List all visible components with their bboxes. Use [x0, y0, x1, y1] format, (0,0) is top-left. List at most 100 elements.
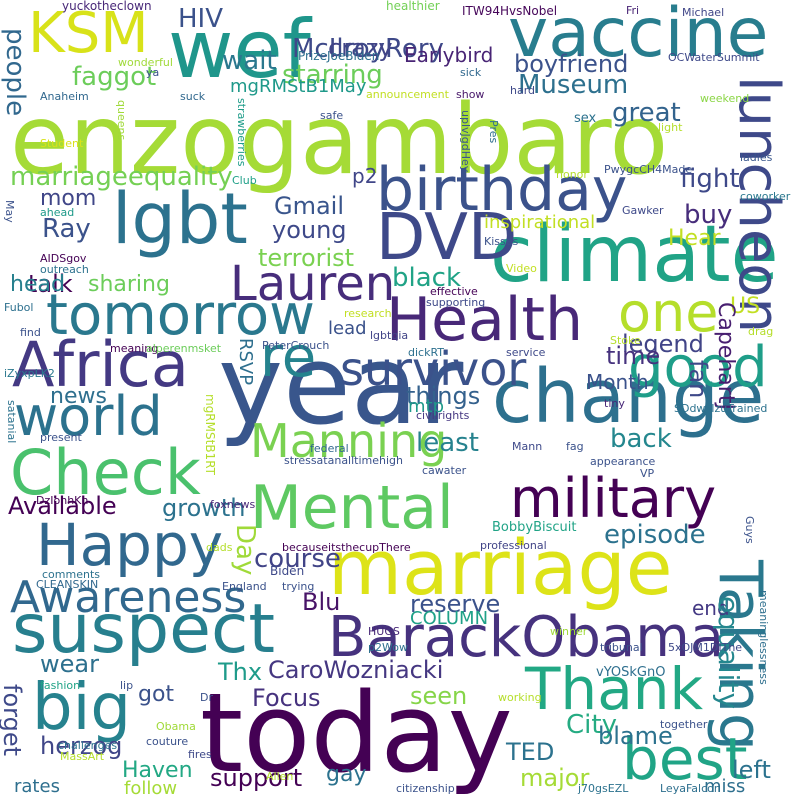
word-buy: buy: [684, 200, 733, 230]
word-may: May: [3, 200, 16, 223]
word-awareness: Awareness: [10, 572, 247, 623]
word-follow: follow: [124, 778, 178, 799]
word-africa: Africa: [12, 328, 189, 401]
word-one: one: [618, 281, 719, 344]
word-big: big: [32, 671, 132, 745]
word-izyxplk2: iZyxpLK2: [4, 367, 55, 380]
word-cleanskin: CLEANSKIN: [36, 578, 99, 591]
word-terrorist: terrorist: [258, 244, 355, 272]
word-guys: Guys: [743, 516, 756, 544]
word-kisses: Kisses: [484, 235, 519, 248]
word-effective: effective: [430, 285, 478, 298]
word-outreach: outreach: [40, 263, 89, 276]
word-military: military: [510, 467, 717, 530]
word-find: find: [20, 326, 41, 339]
word-together: together: [660, 718, 708, 731]
word-obama: Obama: [156, 720, 196, 733]
word-best: best: [622, 725, 748, 793]
word-stoke: Stoke: [610, 334, 641, 347]
word-couture: couture: [146, 735, 189, 748]
word-england: England: [222, 580, 267, 593]
word-wear: wear: [40, 650, 99, 678]
word-fubol: Fubol: [4, 301, 34, 314]
word-becauseitsthecupthere: becauseitsthecupThere: [282, 541, 411, 554]
word-wef: wef: [168, 3, 311, 96]
word-support: support: [210, 764, 303, 792]
word-year: year: [218, 321, 464, 449]
word-talk: talk: [28, 270, 73, 298]
word-faggot: faggot: [72, 62, 157, 92]
word-dr: Dr: [200, 691, 213, 704]
word-drag: drag: [748, 325, 774, 338]
word-time: time: [606, 342, 661, 370]
word-hugs: HUGS: [368, 625, 400, 638]
word-meaninglessness: meaninglessness: [757, 590, 770, 685]
word-federal: federal: [310, 442, 349, 455]
word-herzog: herzog: [40, 732, 123, 760]
word-strawberries: strawberries: [235, 98, 248, 167]
word-p2wow: p2Wow: [368, 641, 408, 654]
word-taking: Taking: [705, 560, 775, 752]
word-cawater: cawater: [422, 464, 467, 477]
word-month: Month: [586, 370, 649, 394]
word-trying: trying: [282, 580, 315, 593]
word-appearance: appearance: [590, 455, 656, 468]
word-suck: suck: [180, 90, 206, 103]
word-research: research: [344, 307, 392, 320]
word-crazy: crazy: [328, 34, 393, 62]
word-fri: Fri: [626, 4, 640, 17]
word-marriage: marriage: [328, 523, 673, 612]
word-coworker: coworker: [740, 190, 791, 203]
word-supporting: supporting: [426, 296, 486, 309]
word-vaccine: vaccine: [508, 0, 769, 73]
word-news: news: [50, 384, 107, 409]
word-lip: lip: [120, 679, 134, 692]
word-blu: Blu: [302, 588, 341, 616]
word-tribunal: tribunal: [600, 641, 643, 654]
word-mgrmstb1may: mgRMStB1May: [230, 76, 367, 97]
word-city: City: [566, 710, 617, 740]
word-thank: Thank: [525, 655, 704, 723]
word-itw94hvsnobel: ITW94HvsNobel: [462, 4, 558, 18]
word-capehartj: CapehartJ: [713, 302, 738, 410]
word-challenges: challenges: [58, 739, 118, 752]
word-today: today: [200, 669, 513, 797]
word-service: service: [506, 346, 546, 359]
word-earlybird: Earlybird: [404, 43, 494, 67]
word-boyfriend: boyfriend: [514, 50, 629, 78]
word-ocwatersummit: OCWaterSummit: [668, 51, 760, 64]
word-health: Health: [386, 285, 584, 355]
word-lgbtqia: lgbtqia: [370, 329, 409, 342]
word-leyafalcon: LeyaFalcon: [660, 782, 721, 795]
word-carowozniacki: CaroWozniacki: [268, 656, 444, 684]
word-barackobama: BarackObama: [328, 605, 725, 670]
word-pres: Pres: [487, 120, 500, 144]
word-working: working: [498, 691, 542, 704]
word-honor: honor: [556, 168, 588, 181]
word-bobbybiscuit: BobbyBiscuit: [492, 520, 577, 535]
word-things: things: [406, 382, 481, 410]
word-healthier: healthier: [386, 0, 440, 13]
word-civilrights: civilrights: [416, 409, 470, 422]
word-sharing: sharing: [88, 272, 170, 297]
word-p2: p2: [352, 164, 378, 188]
word-head: head: [10, 272, 65, 297]
word-lgbt: lgbt: [112, 178, 248, 260]
word-fashion: fashion: [40, 679, 81, 692]
word-meaning: meaning: [110, 342, 159, 355]
word-ladies: ladies: [740, 151, 773, 164]
word-winner: winner: [550, 625, 588, 638]
word-gay: gay: [326, 762, 367, 787]
word-dads: dads: [206, 541, 233, 554]
word-wonderful: wonderful: [118, 56, 173, 69]
word-available: Available: [8, 492, 117, 520]
word-prizejoebiden: PrizeJoeBiden: [298, 49, 380, 63]
word-change: change: [492, 354, 765, 440]
word-great: great: [612, 98, 681, 128]
word-yuckotheclown: yuckotheclown: [62, 0, 152, 13]
word-course: course: [254, 544, 341, 574]
word-legend: legend: [622, 330, 704, 358]
word-starring: starring: [282, 60, 383, 90]
word-rates: rates: [14, 776, 60, 797]
word-michael: Michael: [682, 6, 725, 19]
